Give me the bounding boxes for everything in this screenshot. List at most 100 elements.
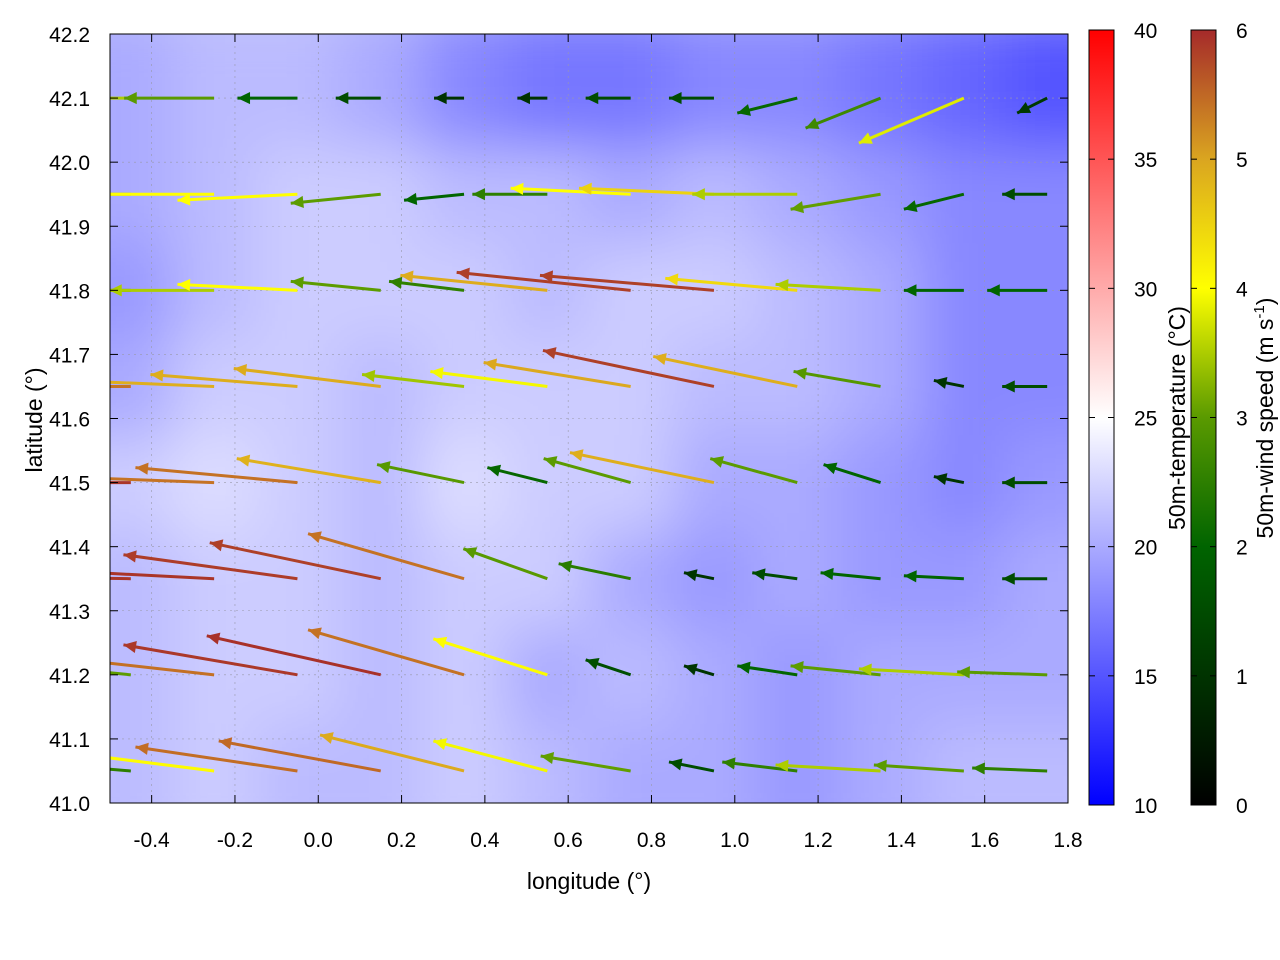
wind-arrow [820, 567, 881, 581]
wind-arrow-head [335, 91, 349, 105]
temperature-cell [422, 34, 507, 148]
wind-arrow-shaft [376, 463, 465, 485]
wind-arrow-shaft [775, 282, 881, 292]
wind-arrow-head [987, 284, 1000, 297]
wind-arrow-shaft [432, 637, 548, 677]
temperature-cell [672, 626, 757, 724]
wind-arrow-head [177, 278, 191, 292]
temperature-cell [505, 242, 590, 340]
wind-arrow-head [510, 182, 524, 195]
x-tick-label: 0.6 [554, 829, 583, 852]
y-axis: 41.0 41.1 41.2 41.3 41.4 41.5 41.6 41.7 41.8 41.9… [49, 24, 1068, 816]
temperature-cell [922, 530, 1007, 628]
wind-arrow [432, 636, 548, 677]
temperature-cell [339, 722, 424, 803]
temperature-colorbar-tick-label: 30 [1134, 278, 1157, 301]
wind-arrow-shaft [110, 756, 215, 773]
wind-arrow-shaft [873, 763, 964, 773]
temperature-cell [589, 626, 674, 724]
wind-arrow-head [404, 192, 418, 206]
temperature-cell [755, 722, 840, 803]
grid-lines [110, 34, 1068, 803]
temperature-cell [339, 242, 424, 340]
wind-arrow [903, 192, 965, 213]
temperature-cell [922, 146, 1007, 244]
wind-arrow [585, 91, 631, 105]
temperature-cell [755, 34, 840, 148]
y-tick-label: 41.7 [49, 344, 90, 367]
wind-arrow-head [123, 550, 137, 563]
wind-arrow-head [790, 661, 804, 674]
temperature-cell [505, 626, 590, 724]
wind-arrow-head [805, 117, 820, 130]
y-tick-label: 41.8 [49, 280, 90, 303]
wind-arrow-head [26, 188, 39, 200]
y-tick-label: 42.1 [49, 88, 90, 111]
wind-arrow-shaft [858, 667, 964, 677]
wind-arrow [110, 477, 215, 485]
wind-arrow-head [1002, 476, 1015, 489]
temperature-cell [110, 34, 174, 148]
wind-arrow-shaft [236, 457, 381, 485]
wind-arrow [237, 91, 298, 105]
wind-arrow [692, 188, 798, 201]
wind-arrow-head [1002, 380, 1015, 393]
wind-arrow-head [433, 636, 448, 649]
wind-arrow [462, 547, 548, 581]
wind-arrow [110, 571, 215, 581]
wind-arrow-head [542, 347, 557, 360]
temperature-cell [922, 722, 1007, 803]
wind-arrow-head [585, 658, 600, 670]
wind-arrow-head [665, 273, 679, 286]
wind-arrow-head [790, 201, 805, 214]
wind-arrow-head [558, 560, 573, 573]
wind-arrow-shaft [400, 273, 548, 292]
wind-arrow [177, 192, 298, 206]
wind-arrow [790, 192, 881, 214]
wind-arrow [307, 531, 465, 581]
wind-arrow-head [578, 182, 592, 195]
x-tick-label: 0.4 [470, 829, 500, 852]
y-tick-label: 41.4 [49, 537, 90, 560]
wind-arrow [933, 376, 965, 389]
wind-arrow-head [1002, 572, 1015, 585]
temperature-cell [755, 338, 840, 436]
temperature-cell [838, 434, 924, 532]
wind-arrow-head [237, 91, 251, 105]
temperature-cell [755, 530, 840, 628]
wind-arrow [683, 663, 715, 677]
wind-arrow-head [692, 188, 705, 201]
wind-colorbar-tick-label: 2 [1236, 537, 1248, 560]
wind-arrow-head [710, 456, 725, 468]
x-tick-label: 0.2 [387, 829, 416, 852]
wind-arrow [150, 369, 298, 388]
wind-arrow [752, 568, 798, 581]
wind-arrow [403, 192, 465, 206]
wind-arrow-head [957, 666, 970, 679]
wind-arrow [236, 454, 381, 485]
temperature-cell [172, 338, 257, 436]
wind-arrow-shaft [177, 192, 298, 202]
wind-arrow-shaft [540, 754, 631, 773]
temperature-cell [838, 34, 924, 148]
wind-arrow-shaft [110, 571, 215, 581]
wind-arrow-head [433, 738, 448, 751]
wind-arrow [456, 267, 631, 292]
wind-arrow [486, 464, 548, 485]
wind-arrow [540, 752, 631, 773]
wind-arrow-shaft [110, 671, 131, 677]
y-tick-label: 42.2 [49, 24, 90, 47]
wind-arrow-head [933, 376, 948, 389]
y-tick-label: 41.9 [49, 216, 90, 239]
wind-arrow-head [823, 462, 838, 475]
temperature-cell [922, 34, 1007, 148]
wind-arrow-head [543, 456, 558, 468]
y-tick-label: 41.6 [49, 409, 90, 432]
wind-arrow [543, 456, 632, 485]
temperature-cell [672, 34, 757, 148]
wind-arrow-shaft [805, 96, 882, 130]
wind-colorbar-tick-label: 3 [1236, 408, 1248, 431]
wind-colorbar-ticks: 0 1 2 3 4 5 6 [1191, 20, 1248, 818]
temperature-cell [838, 626, 924, 724]
